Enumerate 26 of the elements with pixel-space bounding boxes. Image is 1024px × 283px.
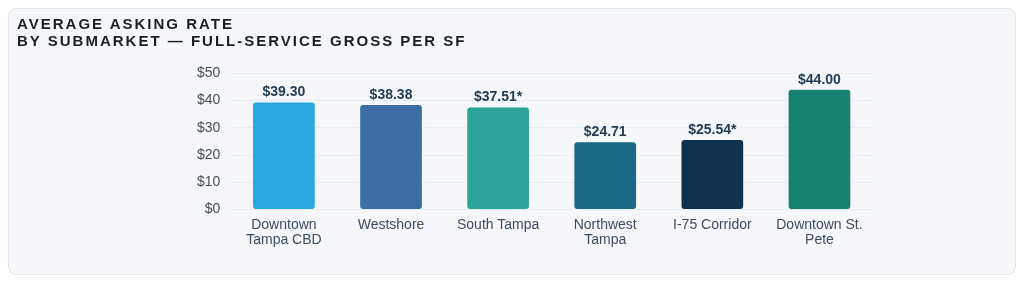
y-tick-label: $10 [197,173,221,190]
chart-title: AVERAGE ASKING RATE [17,15,235,32]
x-tick-label: Downtown Tampa CBD [246,215,322,247]
data-label: $38.38 [369,85,413,102]
bar [467,107,529,210]
chart-subtitle: BY SUBMARKET — FULL-SERVICE GROSS PER SF [17,32,467,49]
x-tick-label: I-75 Corridor [673,215,752,232]
y-tick-label: $50 [197,64,221,81]
x-tick-label: South Tampa [457,215,540,232]
bar [681,140,744,210]
bar [788,89,851,210]
bar [253,102,315,210]
x-tick-label: Westshore [357,215,425,232]
x-tick-label: Downtown St. Pete [776,215,863,247]
bar [360,105,422,210]
data-label: $37.51* [473,88,523,105]
data-label: $24.71 [583,123,627,140]
data-label: $39.30 [262,83,306,100]
data-label: $44.00 [798,70,842,87]
bar [574,142,637,210]
x-tick-label: Northwest Tampa [573,215,637,247]
data-label: $25.54* [688,120,738,137]
y-tick-label: $0 [204,200,221,217]
y-tick-label: $40 [197,91,221,108]
y-tick-label: $30 [197,118,221,135]
y-tick-label: $20 [197,145,221,162]
